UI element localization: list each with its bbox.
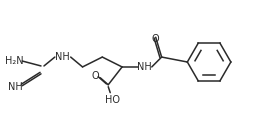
Text: NH: NH xyxy=(8,82,23,92)
Text: H₂N: H₂N xyxy=(5,56,24,66)
Text: O: O xyxy=(92,71,99,81)
Text: HO: HO xyxy=(105,95,120,105)
Text: NH: NH xyxy=(55,52,70,62)
Text: NH: NH xyxy=(138,62,152,72)
Text: O: O xyxy=(152,34,160,44)
